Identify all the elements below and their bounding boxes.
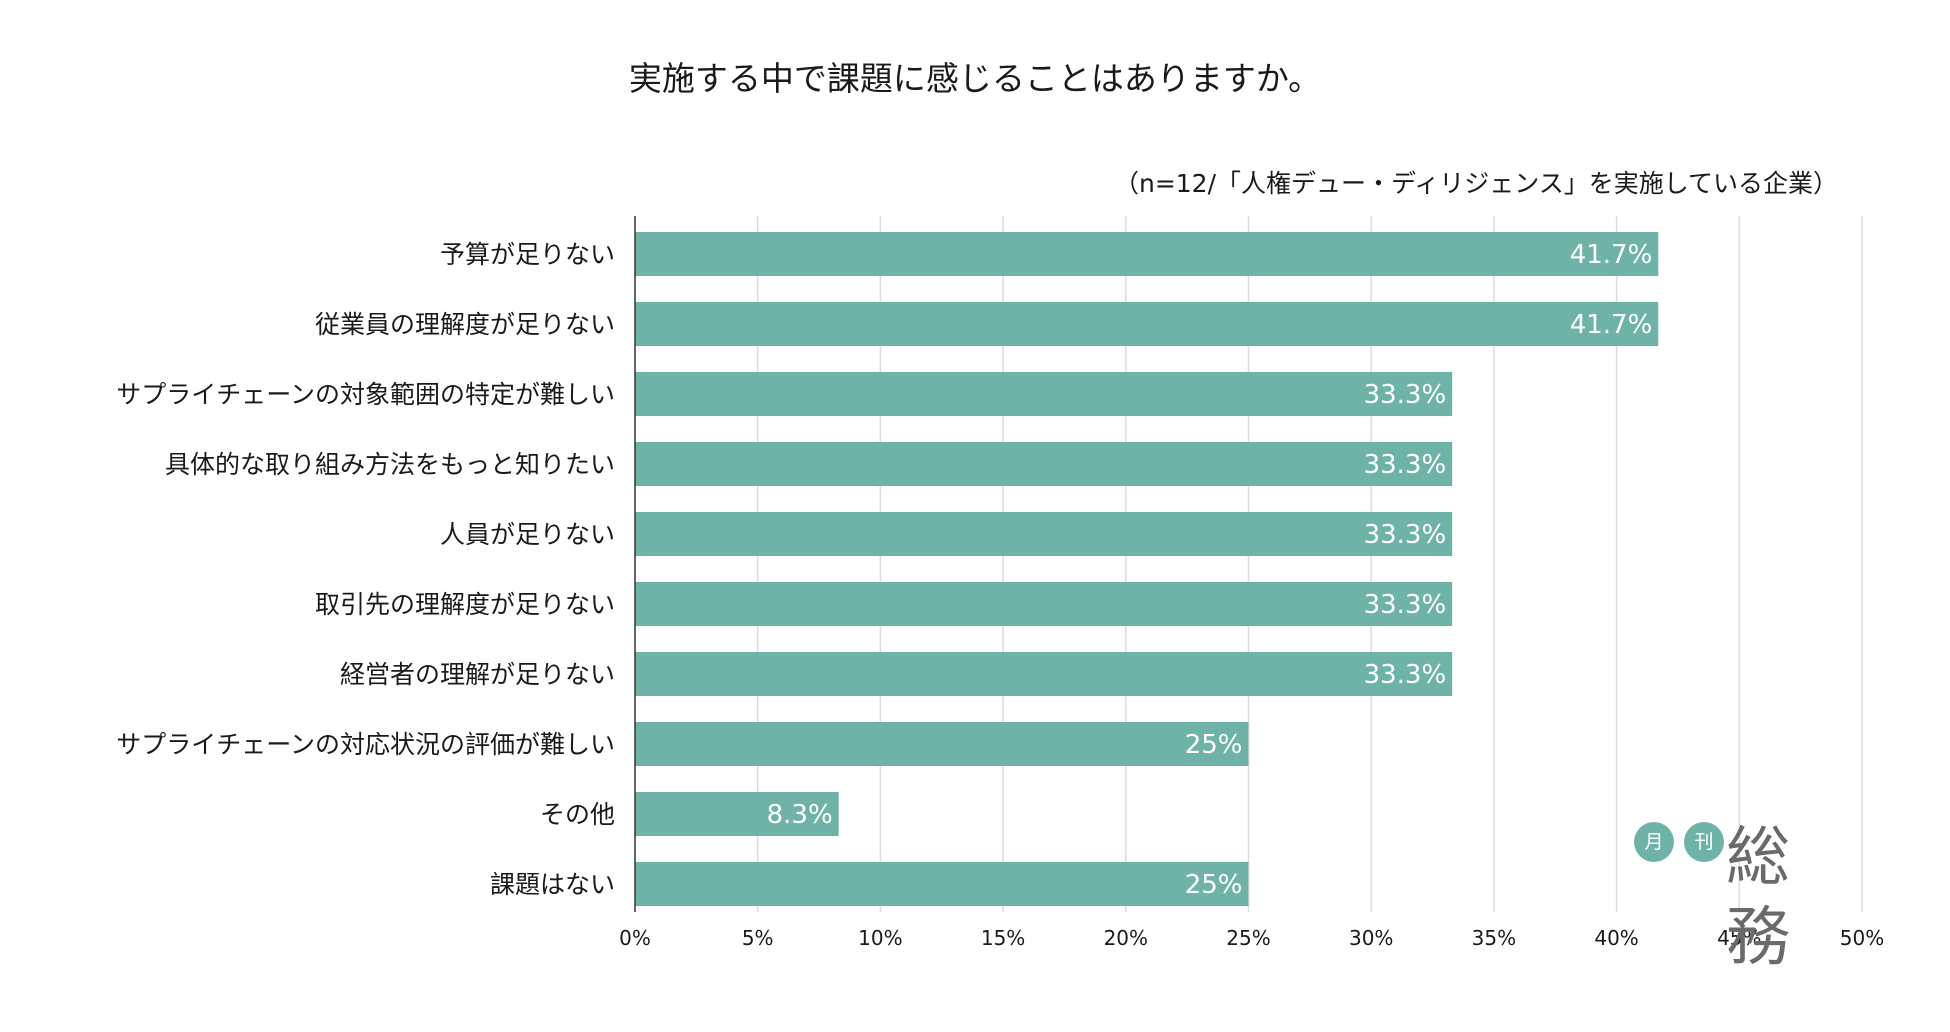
bar [635,722,1249,766]
bar [635,232,1659,276]
x-tick-label: 0% [619,926,651,950]
bar-value-label: 41.7% [1570,310,1653,340]
bar-value-label: 33.3% [1364,450,1447,480]
bar-value-label: 33.3% [1364,520,1447,550]
bars: 41.7% 41.7% 33.3% 33.3% 33.3% 33.3% 33.3% 25% 8.… [635,232,1659,906]
bar-value-label: 8.3% [767,800,833,830]
gekkan-soumu-logo: 月 刊 総務 [1634,818,1849,975]
bar [635,862,1249,906]
category-label: 予算が足りない [440,240,615,269]
x-tick-label: 35% [1472,926,1516,950]
x-tick-label: 30% [1349,926,1393,950]
logo-dot-tsuki: 月 [1634,822,1674,862]
chart-title: 実施する中で課題に感じることはありますか。 [628,59,1322,98]
x-tick-label: 15% [981,926,1025,950]
bar [635,442,1453,486]
bar [635,792,839,836]
logo-dot-kan: 刊 [1684,822,1724,862]
x-tick-label: 50% [1840,926,1884,950]
logo-wordmark: 総務 [1726,821,1790,975]
x-tick-label: 45% [1717,926,1761,950]
bar-value-label: 25% [1185,730,1243,760]
bar-value-label: 33.3% [1364,380,1447,410]
category-label: 人員が足りない [440,520,615,549]
category-label: 経営者の理解が足りない [340,660,615,689]
bar-value-label: 33.3% [1364,590,1447,620]
bar [635,652,1453,696]
category-label: 課題はない [490,870,615,899]
category-label: サプライチェーンの対応状況の評価が難しい [116,730,615,759]
x-tick-label: 25% [1226,926,1270,950]
category-label: 具体的な取り組み方法をもっと知りたい [165,450,615,479]
bar-value-label: 41.7% [1570,240,1653,270]
bar [635,582,1453,626]
bar-value-label: 25% [1185,870,1243,900]
bar-value-label: 33.3% [1364,660,1447,690]
category-labels: 予算が足りない従業員の理解度が足りないサプライチェーンの対象範囲の特定が難しい具… [116,240,615,899]
bar [635,512,1453,556]
bar [635,302,1659,346]
x-tick-label: 40% [1594,926,1638,950]
chart-subtitle: （n=12/「人権デュー・ディリジェンス」を実施している企業） [1113,169,1838,198]
category-label: 取引先の理解度が足りない [315,590,615,619]
x-tick-label: 20% [1104,926,1148,950]
category-label: 従業員の理解度が足りない [315,310,615,339]
x-tick-label: 10% [858,926,902,950]
x-axis-ticks: 0% 5% 10% 15% 20% 25% 30% 35% 40% 45% 50% [619,926,1884,950]
bar [635,372,1453,416]
x-tick-label: 5% [742,926,774,950]
category-label: その他 [540,800,615,829]
category-label: サプライチェーンの対象範囲の特定が難しい [116,380,615,409]
